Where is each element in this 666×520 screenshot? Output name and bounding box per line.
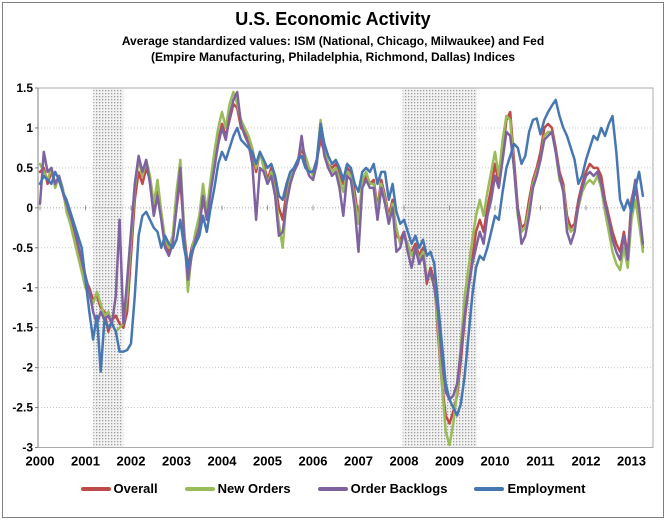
y-tick-label: 1 [26, 121, 33, 135]
legend-label-new-orders: New Orders [217, 481, 291, 496]
legend-swatch-order-backlogs [317, 486, 348, 491]
legend-label-overall: Overall [113, 481, 158, 496]
y-tick-label: 1.5 [16, 81, 33, 95]
y-tick-label: -3 [22, 441, 33, 455]
x-tick-label: 2000 [26, 454, 55, 469]
legend-item-new-orders: New Orders [184, 481, 291, 496]
x-tick-label: 2006 [299, 454, 328, 469]
y-tick-label: -2.5 [12, 401, 33, 415]
series-line-overall [38, 102, 645, 425]
series-line-order-backlogs [38, 90, 645, 401]
legend-swatch-overall [80, 486, 111, 491]
x-tick-label: 2007 [344, 454, 373, 469]
legend: Overall New Orders Order Backlogs Employ… [0, 481, 666, 496]
x-tick-label: 2010 [481, 454, 510, 469]
x-tick-label: 2008 [390, 454, 419, 469]
recession-band [402, 88, 477, 448]
chart-header: U.S. Economic Activity Average standardi… [0, 9, 666, 65]
x-tick-label: 2001 [71, 454, 100, 469]
legend-label-order-backlogs: Order Backlogs [350, 481, 448, 496]
legend-label-employment: Employment [507, 481, 586, 496]
chart-subtitle-line1: Average standardized values: ISM (Nation… [121, 34, 545, 48]
y-tick-label: -2 [22, 361, 33, 375]
chart-title: U.S. Economic Activity [235, 9, 431, 29]
x-tick-label: 2005 [253, 454, 282, 469]
legend-swatch-employment [474, 486, 505, 491]
series-line-employment [38, 98, 645, 417]
y-tick-label: -1.5 [12, 321, 33, 335]
legend-item-order-backlogs: Order Backlogs [317, 481, 448, 496]
y-tick-label: 0 [26, 201, 33, 215]
x-tick-label: 2003 [162, 454, 191, 469]
legend-item-employment: Employment [474, 481, 585, 496]
x-tick-label: 2012 [572, 454, 601, 469]
x-tick-label: 2004 [208, 454, 238, 469]
y-tick-label: 0.5 [16, 161, 33, 175]
y-tick-label: -0.5 [12, 241, 33, 255]
recession-band [93, 88, 124, 448]
chart-subtitle: Average standardized values: ISM (Nation… [0, 33, 666, 65]
x-tick-label: 2011 [526, 454, 554, 469]
chart-subtitle-line2: (Empire Manufacturing, Philadelphia, Ric… [150, 50, 516, 64]
legend-item-overall: Overall [80, 481, 158, 496]
legend-swatch-new-orders [184, 486, 215, 491]
y-tick-label: -1 [22, 281, 33, 295]
x-tick-label: 2009 [435, 454, 464, 469]
x-tick-label: 2013 [617, 454, 646, 469]
x-tick-label: 2002 [117, 454, 146, 469]
